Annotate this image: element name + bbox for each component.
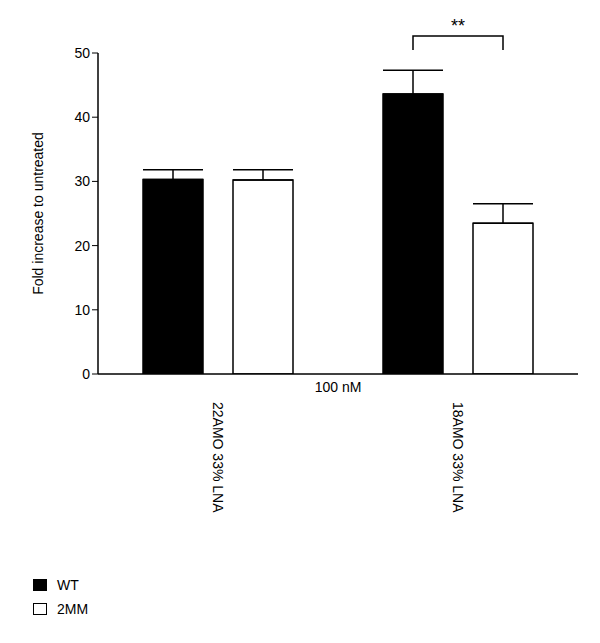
svg-text:22AMO 33% LNA: 22AMO 33% LNA <box>210 402 226 513</box>
svg-text:Fold increase to untreated: Fold increase to untreated <box>30 132 46 295</box>
svg-text:10: 10 <box>74 302 90 318</box>
svg-text:**: ** <box>451 16 465 36</box>
svg-text:30: 30 <box>74 173 90 189</box>
html-text:2MM: 2MM <box>57 601 89 617</box>
svg-text:40: 40 <box>74 109 90 125</box>
html-text:WT: WT <box>57 577 79 593</box>
svg-text:50: 50 <box>74 45 90 61</box>
svg-text:0: 0 <box>82 366 90 382</box>
svg-text:18AMO 33% LNA: 18AMO 33% LNA <box>450 402 466 513</box>
svg-text:20: 20 <box>74 238 90 254</box>
svg-text:100 nM: 100 nM <box>315 379 362 395</box>
